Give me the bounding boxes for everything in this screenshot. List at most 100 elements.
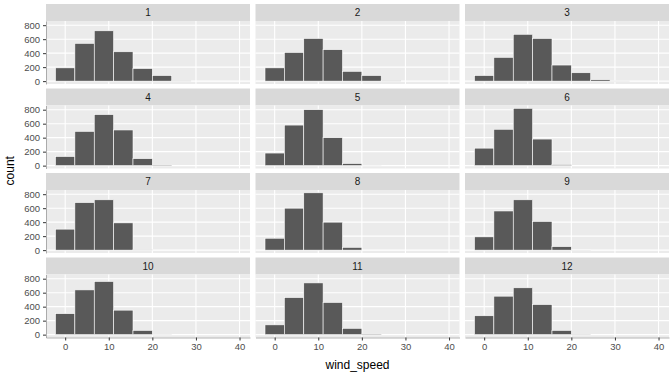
grid [465, 21, 669, 84]
grid-line [361, 190, 362, 253]
y-tick-mark [43, 321, 46, 322]
y-tick: 200 [24, 62, 46, 73]
strip-label: 9 [564, 176, 570, 187]
grid-line [658, 106, 659, 169]
plot-area [465, 190, 669, 253]
histogram-bar [323, 302, 342, 334]
histogram-bar [362, 250, 381, 251]
y-tick-mark [43, 236, 46, 237]
facet-panel: 6 [465, 89, 669, 169]
histogram-bar [75, 131, 94, 165]
grid-line [256, 39, 460, 40]
histogram-bar [265, 238, 284, 250]
y-axis-line [46, 106, 47, 169]
histogram-bar [191, 334, 210, 335]
panel-background [465, 106, 669, 169]
strip-label: 1 [145, 7, 151, 18]
grid [46, 106, 250, 169]
x-tick: 40 [235, 338, 246, 353]
grid [256, 275, 460, 338]
x-axis-line [466, 338, 670, 339]
histogram-bar [610, 165, 629, 166]
grid-line [614, 275, 615, 338]
x-tick-mark [449, 338, 450, 341]
bars [475, 288, 591, 335]
chart: 1020040060080023402004006008005670200400… [0, 0, 672, 384]
x-tick-mark [484, 338, 485, 341]
y-axis: 0200400600800 [24, 273, 46, 340]
strip-label: 6 [564, 92, 570, 103]
facet-panel: 1 0200400600800 [24, 4, 250, 87]
y-axis-line [46, 22, 47, 85]
plot-area [256, 106, 460, 169]
y-tick: 200 [24, 146, 46, 157]
histogram-bar [56, 314, 75, 335]
plot-area: 0200400600800010203040 [24, 273, 250, 352]
histogram-bar [114, 52, 133, 81]
histogram-bar [649, 81, 668, 82]
y-tick-label: 0 [35, 245, 40, 256]
histogram-bar [591, 165, 610, 166]
grid-line [256, 123, 460, 124]
grid-line [448, 21, 449, 84]
bars [56, 200, 153, 250]
grid-line [658, 21, 659, 84]
grid [465, 275, 669, 338]
grid-line [465, 278, 669, 279]
y-tick: 200 [24, 231, 46, 242]
strip [256, 258, 460, 275]
grid-line [614, 106, 615, 169]
bars [475, 108, 572, 165]
bars [265, 193, 362, 250]
panel-background [256, 106, 460, 169]
x-tick-label: 20 [148, 341, 159, 352]
grid-line [465, 292, 669, 293]
x-tick-mark [109, 338, 110, 341]
x-tick: 40 [654, 338, 665, 353]
x-tick-label: 30 [610, 341, 621, 352]
grid-line [405, 106, 406, 169]
y-tick-mark [43, 152, 46, 153]
grid [256, 190, 460, 253]
histogram-bar [75, 43, 94, 81]
plot-area: 0200400600800 [24, 20, 250, 87]
y-tick-label: 200 [24, 146, 40, 157]
y-tick-mark [43, 67, 46, 68]
x-tick-mark [318, 338, 319, 341]
y-tick-mark [43, 222, 46, 223]
histogram-bar [362, 76, 381, 82]
grid-line [484, 21, 485, 84]
x-axis: 010203040 [466, 338, 670, 353]
strip-label: 10 [142, 261, 154, 272]
y-axis: 0200400600800 [24, 104, 46, 171]
histogram-bar [420, 334, 439, 335]
grid-line [256, 278, 460, 279]
y-tick: 0 [35, 329, 46, 340]
y-tick-label: 400 [24, 301, 40, 312]
strip [46, 258, 250, 275]
grid-line [239, 106, 240, 169]
histogram-bar [513, 108, 532, 165]
histogram-bar [629, 334, 648, 335]
histogram-bar [381, 250, 400, 251]
histogram-bar [591, 250, 610, 251]
grid [46, 190, 250, 253]
panel-background [256, 190, 460, 253]
grid-line [195, 190, 196, 253]
x-tick-mark [196, 338, 197, 341]
plot-area: 0200400600800 [24, 189, 250, 256]
x-tick: 0 [482, 338, 487, 353]
histogram-bar [94, 281, 113, 334]
histogram-bar [629, 81, 648, 82]
x-tick-label: 20 [567, 341, 578, 352]
y-axis: 0200400600800 [24, 189, 46, 256]
histogram-bar [343, 247, 362, 250]
histogram-bar [513, 34, 532, 81]
histogram-bar [284, 125, 303, 166]
x-tick-label: 40 [444, 341, 455, 352]
histogram-bar [265, 68, 284, 81]
x-tick-label: 10 [313, 341, 324, 352]
y-tick-mark [43, 124, 46, 125]
y-axis-line [46, 275, 47, 338]
y-tick: 0 [35, 245, 46, 256]
